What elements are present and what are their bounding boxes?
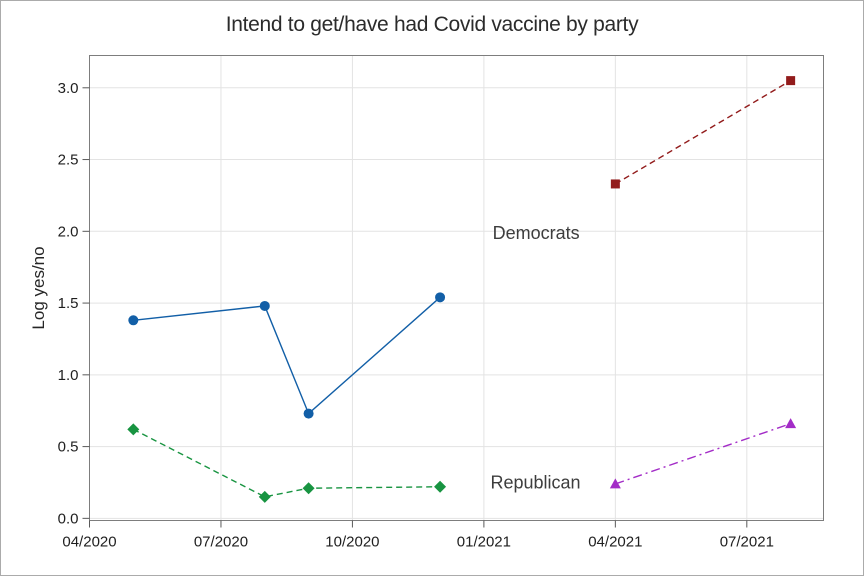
diamond-marker xyxy=(258,490,271,503)
y-tick-label: 2.5 xyxy=(58,152,79,169)
plot-frame xyxy=(89,55,824,521)
y-tick-label: 0.5 xyxy=(58,439,79,456)
series-republican-2021 xyxy=(609,418,797,489)
series-line-democrats-2021 xyxy=(614,80,791,185)
annotation-republican: Republican xyxy=(490,473,580,493)
y-tick-label: 0.0 xyxy=(58,510,79,527)
circle-marker xyxy=(435,292,446,303)
square-marker xyxy=(610,179,620,189)
y-tick-label: 1.5 xyxy=(58,295,79,312)
series-republican-2020 xyxy=(127,423,447,503)
x-tick-label: 04/2020 xyxy=(62,534,116,551)
annotation-democrats: Democrats xyxy=(493,223,580,243)
x-tick-label: 07/2020 xyxy=(194,534,248,551)
triangle-marker xyxy=(609,478,621,489)
series-democrats-2020 xyxy=(128,292,446,419)
chart-title: Intend to get/have had Covid vaccine by … xyxy=(225,13,639,36)
series-line-republican-2020 xyxy=(133,428,441,498)
diamond-marker xyxy=(127,423,140,436)
x-tick-label: 07/2021 xyxy=(720,534,774,551)
x-tick-label: 10/2020 xyxy=(325,534,379,551)
x-tick-label: 04/2021 xyxy=(588,534,642,551)
diamond-marker xyxy=(302,482,315,495)
circle-marker xyxy=(128,315,139,326)
circle-marker xyxy=(259,300,270,311)
y-tick-label: 1.0 xyxy=(58,367,79,384)
series-line-democrats-2020 xyxy=(133,296,441,415)
diamond-marker xyxy=(434,480,447,493)
y-tick-label: 3.0 xyxy=(58,80,79,97)
x-tick-label: 01/2021 xyxy=(457,534,511,551)
square-marker xyxy=(786,76,796,86)
circle-marker xyxy=(303,408,314,419)
series-line-republican-2021 xyxy=(615,422,791,485)
y-tick-label: 2.0 xyxy=(58,223,79,240)
triangle-marker xyxy=(785,418,797,429)
series-democrats-2021 xyxy=(610,76,796,189)
